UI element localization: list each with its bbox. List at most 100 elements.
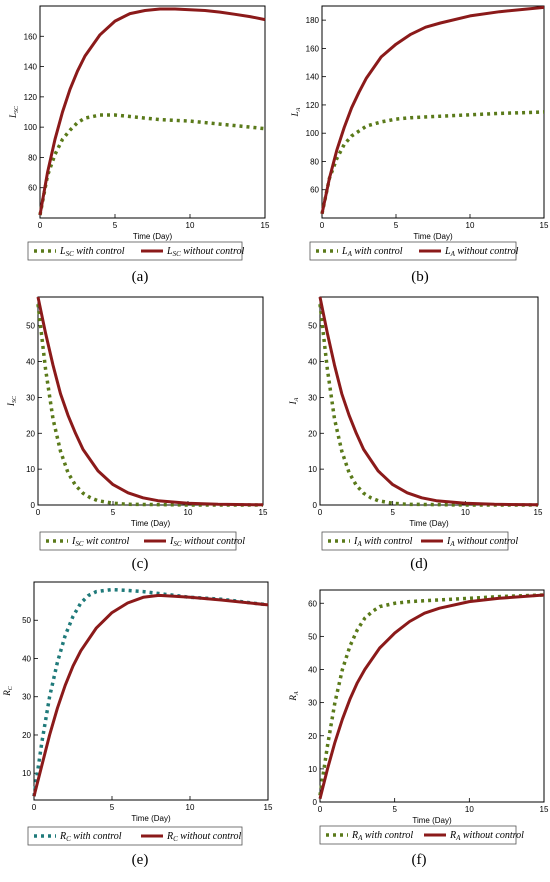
- chart-c-svg: 0 5 10 15 0 10 20 30 40 50 Time (Day) ISC ISC wit co…: [6, 296, 268, 551]
- y-axis-label: LA: [290, 107, 302, 117]
- caption-d: (d): [410, 556, 428, 572]
- series-line: [38, 113, 266, 216]
- y-tick-label: 140: [306, 73, 320, 82]
- y-axis-label: ISC: [6, 395, 18, 407]
- chart-panel-d: 0 5 10 15 0 10 20 30 40 50 Time (Day) IA IA with con…: [280, 292, 550, 587]
- y-tick-label: 30: [308, 393, 317, 402]
- x-tick-label: 5: [113, 221, 118, 230]
- y-axis-label: RC: [2, 685, 14, 697]
- x-axis-label: Time (Day): [131, 519, 171, 528]
- y-tick-label: 40: [308, 358, 317, 367]
- y-tick-label: 10: [22, 769, 31, 778]
- chart-panel-c: 0 5 10 15 0 10 20 30 40 50 Time (Day) ISC ISC wit co…: [0, 292, 275, 587]
- caption-f: (f): [411, 852, 427, 868]
- legend-entry: IA with control: [353, 536, 413, 548]
- series-line: [318, 304, 538, 507]
- x-tick-label: 5: [390, 508, 395, 517]
- legend: [27, 241, 243, 261]
- chart-e-svg: 0 5 10 15 10 20 30 40 50 Time (Day) RC RC with cont…: [2, 581, 273, 846]
- chart-b-svg: 0 5 10 15 60 80 100 120 140 160 180 Time (Day) LA LA …: [290, 5, 549, 261]
- y-tick-label: 160: [24, 32, 38, 41]
- x-tick-label: 5: [394, 221, 399, 230]
- chart-d-svg: 0 5 10 15 0 10 20 30 40 50 Time (Day) IA IA with con…: [288, 296, 543, 551]
- series-line: [38, 7, 266, 216]
- y-tick-label: 40: [308, 666, 317, 675]
- y-tick-label: 20: [22, 731, 31, 740]
- x-tick-label: 15: [540, 805, 549, 814]
- x-tick-label: 15: [261, 221, 270, 230]
- y-tick-label: 10: [26, 465, 35, 474]
- y-tick-label: 30: [26, 393, 35, 402]
- plot-frame: [319, 589, 545, 803]
- legend: [309, 241, 517, 261]
- y-tick-label: 120: [306, 101, 320, 110]
- y-tick-label: 40: [22, 654, 31, 663]
- plot-frame: [37, 296, 264, 506]
- x-tick-label: 15: [540, 221, 549, 230]
- legend-entry: LSC with control: [59, 246, 125, 258]
- series-line: [320, 5, 545, 215]
- y-tick-label: 50: [22, 616, 31, 625]
- y-tick-label: 160: [306, 44, 320, 53]
- x-tick-label: 10: [461, 508, 470, 517]
- x-tick-label: 0: [38, 221, 43, 230]
- y-tick-label: 60: [28, 184, 37, 193]
- series-line: [318, 593, 545, 800]
- y-axis-label: LSC: [8, 105, 20, 119]
- chart-panel-b: 0 5 10 15 60 80 100 120 140 160 180 Time (Day) LA LA …: [280, 0, 550, 297]
- x-tick-label: 15: [534, 508, 543, 517]
- x-tick-label: 15: [264, 803, 273, 812]
- y-tick-label: 100: [306, 129, 320, 138]
- y-tick-label: 0: [313, 798, 318, 807]
- x-tick-label: 0: [318, 508, 323, 517]
- chart-panel-a: 0 5 10 15 60 80 100 120 140 160 Time (Day) LSC LSC w…: [0, 0, 275, 297]
- legend-entry: ISC wit control: [71, 536, 129, 548]
- y-tick-label: 0: [313, 501, 318, 510]
- y-tick-label: 20: [308, 429, 317, 438]
- chart-panel-e: 0 5 10 15 10 20 30 40 50 Time (Day) RC RC with cont…: [0, 580, 275, 882]
- y-tick-label: 80: [28, 153, 37, 162]
- x-axis-label: Time (Day): [131, 814, 171, 823]
- x-tick-label: 10: [184, 508, 193, 517]
- legend: [321, 531, 509, 551]
- y-tick-label: 0: [31, 501, 36, 510]
- series-line: [36, 303, 263, 507]
- legend: [319, 825, 517, 845]
- y-tick-label: 50: [308, 632, 317, 641]
- plot-frame: [319, 296, 539, 506]
- plot-frame: [39, 5, 266, 219]
- x-tick-label: 5: [392, 805, 397, 814]
- series-line: [318, 593, 545, 796]
- legend-entry: LSC without control: [166, 246, 244, 258]
- x-tick-label: 10: [186, 221, 195, 230]
- x-tick-label: 10: [465, 805, 474, 814]
- x-axis-label: Time (Day): [413, 232, 453, 241]
- series-line: [318, 296, 539, 507]
- y-tick-label: 80: [310, 157, 319, 166]
- x-tick-label: 10: [466, 221, 475, 230]
- y-tick-label: 180: [306, 16, 320, 25]
- y-tick-label: 60: [308, 599, 317, 608]
- caption-a: (a): [131, 269, 149, 285]
- chart-panel-f: 0 5 10 15 0 10 20 30 40 50 60 Time (Day) RA RA with c…: [280, 580, 550, 882]
- x-tick-label: 15: [259, 508, 268, 517]
- x-axis-label: Time (Day): [133, 232, 173, 241]
- caption-b: (b): [411, 269, 429, 285]
- y-tick-label: 30: [22, 693, 31, 702]
- y-tick-label: 30: [308, 699, 317, 708]
- legend: [39, 531, 237, 551]
- x-axis-label: Time (Day): [409, 519, 449, 528]
- legend-entry: RA with control: [351, 830, 413, 842]
- x-tick-label: 0: [318, 805, 323, 814]
- legend-entry: IA without control: [446, 536, 518, 548]
- y-tick-label: 20: [26, 429, 35, 438]
- series-line: [32, 593, 269, 797]
- legend: [27, 826, 243, 846]
- y-tick-label: 120: [24, 93, 38, 102]
- x-tick-label: 5: [110, 803, 115, 812]
- y-tick-label: 10: [308, 765, 317, 774]
- chart-f-svg: 0 5 10 15 0 10 20 30 40 50 60 Time (Day) RA RA with c…: [288, 589, 549, 845]
- y-tick-label: 20: [308, 732, 317, 741]
- series-line: [320, 110, 545, 215]
- caption-c: (c): [131, 556, 149, 572]
